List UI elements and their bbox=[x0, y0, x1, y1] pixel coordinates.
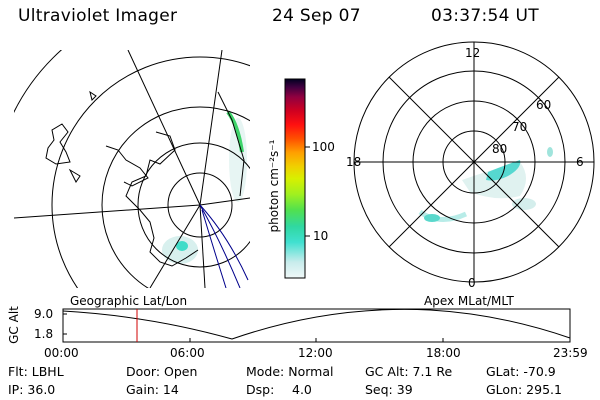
mlt-line-diag bbox=[388, 76, 560, 248]
ip-info: IP: 36.0 bbox=[8, 382, 56, 397]
island bbox=[68, 168, 81, 183]
aurora-emission bbox=[229, 118, 247, 202]
coastline-south-america bbox=[45, 123, 71, 165]
gain-info: Gain: 14 bbox=[126, 382, 179, 397]
lat-circle bbox=[51, 56, 250, 288]
lat-circle bbox=[167, 172, 233, 238]
colorbar-ticks bbox=[305, 146, 310, 237]
meridian bbox=[14, 204, 201, 219]
altitude-ytick-min: 1.8 bbox=[34, 327, 54, 341]
aurora-patch bbox=[424, 214, 440, 222]
dsp-value: 4.0 bbox=[292, 382, 312, 397]
colorbar bbox=[284, 78, 306, 279]
altitude-curve bbox=[62, 308, 571, 340]
altitude-xtick: 00:00 bbox=[44, 346, 79, 360]
mlat-label-80: 80 bbox=[492, 142, 508, 156]
door-info: Door: Open bbox=[126, 364, 198, 379]
colorbar-tick-100: 100 bbox=[312, 140, 335, 154]
mlat-label-60: 60 bbox=[536, 98, 552, 112]
glat-info: GLat: -70.9 bbox=[486, 364, 556, 379]
field-line bbox=[201, 209, 227, 288]
filter-info: Flt: LBHL bbox=[8, 364, 64, 379]
altitude-xtick: 23:59 bbox=[553, 346, 588, 360]
mlt-label-18: 18 bbox=[346, 155, 362, 169]
mlat-label-70: 70 bbox=[512, 120, 528, 134]
coastline-antarctica bbox=[125, 131, 199, 267]
aurora-patch bbox=[176, 241, 188, 251]
mlt-label-6: 6 bbox=[576, 155, 584, 169]
glon-info: GLon: 295.1 bbox=[486, 382, 562, 397]
aurora-arc bbox=[418, 209, 468, 222]
altitude-xtick: 06:00 bbox=[170, 346, 205, 360]
lat-circle bbox=[101, 106, 250, 288]
meridian bbox=[127, 50, 201, 206]
altitude-ytick-max: 9.0 bbox=[34, 307, 54, 321]
instrument-title: Ultraviolet Imager bbox=[18, 6, 178, 26]
polar-map bbox=[353, 41, 595, 283]
time-label: 03:37:54 UT bbox=[431, 6, 539, 26]
lat-circle bbox=[137, 142, 250, 268]
mode-info: Mode: Normal bbox=[246, 364, 334, 379]
altitude-xtick: 18:00 bbox=[426, 346, 461, 360]
gc-alt-info: GC Alt: 7.1 Re bbox=[365, 364, 453, 379]
island bbox=[89, 90, 97, 101]
meridian bbox=[149, 204, 201, 288]
polar-map-label: Apex MLat/MLT bbox=[424, 294, 514, 308]
aurora-patch bbox=[512, 198, 536, 210]
field-line bbox=[199, 204, 249, 281]
coastline-peninsula bbox=[105, 145, 149, 187]
altitude-plot-frame bbox=[62, 308, 571, 343]
altitude-ylabel: GC Alt bbox=[7, 306, 21, 344]
seq-info: Seq: 39 bbox=[365, 382, 413, 397]
meridian bbox=[199, 50, 223, 206]
geo-map-label: Geographic Lat/Lon bbox=[70, 294, 188, 308]
altitude-x-ticks bbox=[63, 313, 444, 342]
aurora-patch bbox=[547, 147, 553, 157]
altitude-plot bbox=[62, 308, 571, 343]
mlt-label-12: 12 bbox=[465, 46, 481, 60]
meridian bbox=[199, 197, 250, 206]
colorbar-unit-label: photon cm⁻²s⁻¹ bbox=[267, 139, 281, 233]
lat-circle bbox=[14, 50, 63, 114]
meridian bbox=[199, 204, 206, 288]
colorbar-tick-10: 10 bbox=[313, 229, 329, 243]
altitude-xtick: 12:00 bbox=[298, 346, 333, 360]
mlt-label-0: 0 bbox=[468, 276, 476, 290]
geographic-map bbox=[14, 50, 250, 288]
field-line bbox=[199, 204, 241, 288]
dsp-label: Dsp: bbox=[246, 382, 275, 397]
date-label: 24 Sep 07 bbox=[272, 6, 361, 26]
coastline-east bbox=[217, 91, 245, 197]
aurora-oval-core bbox=[486, 160, 521, 181]
